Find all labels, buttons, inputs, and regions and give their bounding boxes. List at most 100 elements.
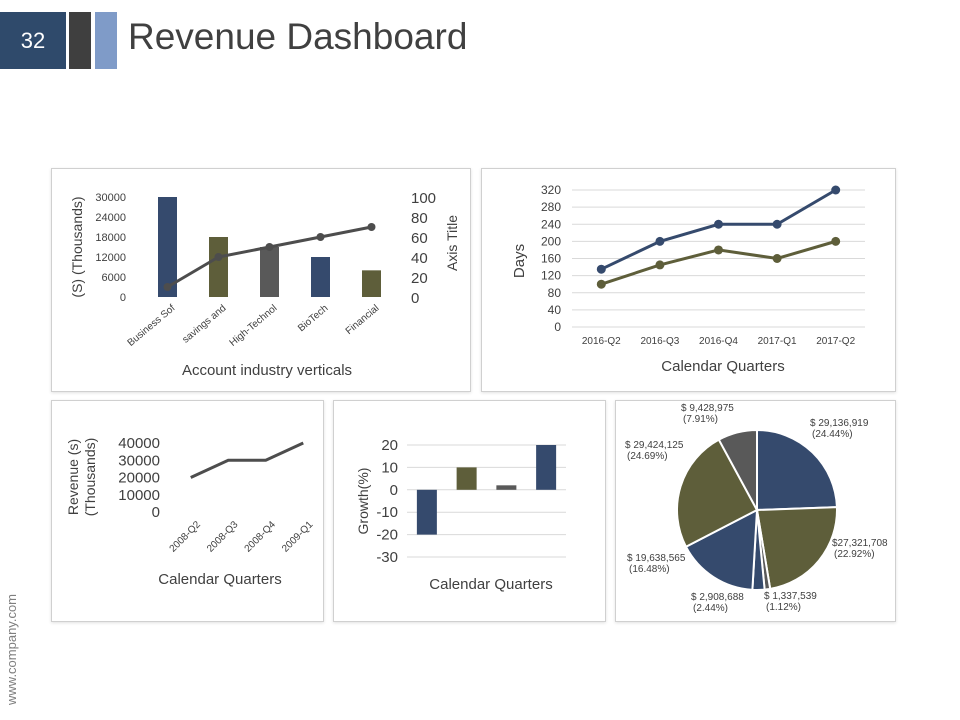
x-tick-label: 2009-Q1	[280, 519, 316, 555]
x-tick-label: High-Technol	[228, 303, 280, 349]
pie-label-value: $ 19,638,565	[627, 553, 686, 564]
y2-axis-title: Axis Title	[444, 215, 460, 271]
industry-bar	[158, 197, 177, 297]
days-chart: 0 40 80 120 160 200 240 280 320 2016-Q2 2016-Q3 201…	[511, 183, 865, 375]
y-tick-label: 24000	[95, 212, 126, 224]
panel-pie-chart: $ 29,136,919 (24.44%) $27,321,708 (22.92%) $…	[615, 400, 896, 622]
days-line-point	[655, 236, 665, 246]
industry-line-point	[163, 283, 172, 291]
y-tick-label: 20000	[118, 470, 160, 487]
pie-slice	[756, 428, 838, 512]
pie-label-value: $ 9,428,975	[681, 403, 734, 414]
y-tick-label: -30	[376, 549, 398, 566]
panel-revenue-chart: 0 10000 20000 30000 40000 2008-Q2 2008-Q3 2008-…	[51, 400, 324, 622]
y-tick-label: 10000	[118, 487, 160, 504]
y-tick-label: 0	[554, 320, 561, 334]
days-line-point	[831, 185, 841, 195]
panel-growth-chart: -30 -20 -10 0 10 20 Growth(%) Calendar Quarters	[333, 400, 606, 622]
header-accent-dark	[69, 12, 91, 69]
y2-tick-label: 40	[411, 250, 428, 267]
slide-number: 32	[20, 27, 46, 53]
growth-bar	[496, 485, 517, 490]
pie-label-value: $ 2,908,688	[691, 592, 744, 603]
growth-bar	[536, 445, 557, 490]
pie-label-percent: (2.44%)	[693, 603, 728, 614]
y-tick-label: 80	[548, 286, 562, 300]
pie-label-percent: (1.12%)	[766, 602, 801, 613]
y-tick-label: 40000	[118, 435, 160, 452]
y-tick-label: 10	[381, 459, 398, 476]
pie-slice	[717, 428, 758, 511]
pie-label-value: $27,321,708	[832, 538, 888, 549]
pie-slice	[755, 506, 838, 591]
days-line-point	[596, 264, 606, 274]
x-tick-label: BioTech	[296, 303, 330, 334]
x-tick-label: savings and	[180, 303, 228, 346]
pie-chart: $ 29,136,919(24.44%) $27,321,708(22.92%) $…	[625, 403, 888, 614]
y-tick-label: 160	[541, 252, 561, 266]
page-title: Revenue Dashboard	[128, 16, 468, 57]
growth-bar	[456, 467, 477, 490]
industry-bar	[311, 257, 330, 297]
days-line-point	[772, 254, 782, 263]
days-line-navy	[600, 188, 837, 271]
x-tick-label: 2008-Q4	[243, 519, 279, 555]
pie-label-value: $ 29,136,919	[810, 418, 869, 429]
panel-days-chart: 0 40 80 120 160 200 240 280 320 2016-Q2 2016-Q3 201…	[481, 168, 896, 392]
y-axis-title: Growth(%)	[355, 468, 371, 535]
y-tick-label: 0	[152, 504, 160, 521]
y-tick-label: 200	[541, 234, 561, 248]
pie-label-percent: (24.44%)	[812, 429, 853, 440]
industry-bar	[260, 247, 279, 297]
y-tick-label: 30000	[118, 452, 160, 469]
y-tick-label: -20	[376, 527, 398, 544]
days-line-point	[831, 236, 841, 246]
y-tick-label: 40	[548, 303, 562, 317]
days-line-point	[772, 219, 782, 229]
y-axis-title-line1: Revenue (s)	[65, 439, 81, 515]
y2-tick-label: 80	[411, 210, 428, 227]
y-tick-label: 0	[390, 482, 398, 499]
y-tick-label: 280	[541, 200, 561, 214]
industry-line-point	[214, 253, 223, 261]
days-line-point	[714, 219, 723, 229]
y2-tick-label: 60	[411, 230, 428, 247]
days-line-point	[655, 260, 665, 270]
growth-bar	[416, 489, 437, 535]
pie-slice	[684, 508, 759, 591]
x-tick-label: 2016-Q3	[640, 336, 679, 347]
y-axis-title-line2: (Thousands)	[82, 438, 98, 517]
y-axis-title: Days	[511, 244, 528, 278]
x-axis-title: Calendar Quarters	[429, 576, 552, 593]
pie-slice	[676, 438, 759, 549]
y-tick-label: -10	[376, 504, 398, 521]
days-line-point	[714, 245, 723, 255]
y2-tick-label: 20	[411, 270, 428, 287]
y-tick-label: 0	[120, 292, 126, 304]
x-tick-label: 2016-Q2	[582, 336, 621, 347]
y-tick-label: 30000	[95, 192, 126, 204]
header-accent-light	[95, 12, 117, 69]
y-tick-label: 120	[541, 269, 561, 283]
x-tick-label: Business Sof	[126, 303, 178, 349]
y-tick-label: 320	[541, 183, 561, 197]
y-tick-label: 6000	[102, 272, 126, 284]
pie-label-value: $ 29,424,125	[625, 440, 684, 451]
slide-number-box: 32	[0, 12, 66, 69]
y2-tick-label: 0	[411, 290, 419, 307]
x-tick-label: Financial	[344, 303, 382, 337]
days-line-point	[596, 279, 606, 289]
industry-line-point	[367, 223, 376, 231]
y-tick-label: 18000	[95, 232, 126, 244]
y-tick-label: 240	[541, 217, 561, 231]
x-tick-label: 2016-Q4	[699, 336, 738, 347]
x-axis-title: Calendar Quarters	[158, 571, 281, 588]
x-tick-label: 2017-Q2	[816, 336, 855, 347]
x-tick-label: 2008-Q2	[168, 519, 204, 555]
y-tick-label: 20	[381, 437, 398, 454]
growth-chart: -30 -20 -10 0 10 20 Growth(%) Calendar Quarters	[355, 437, 566, 593]
y2-tick-label: 100	[411, 190, 436, 207]
panel-industry-chart: 0 6000 12000 18000 24000 30000 0 20 40 60 80 100 Bus…	[51, 168, 471, 392]
industry-bar	[209, 237, 228, 297]
y-axis-title: (S) (Thousands)	[69, 196, 85, 297]
